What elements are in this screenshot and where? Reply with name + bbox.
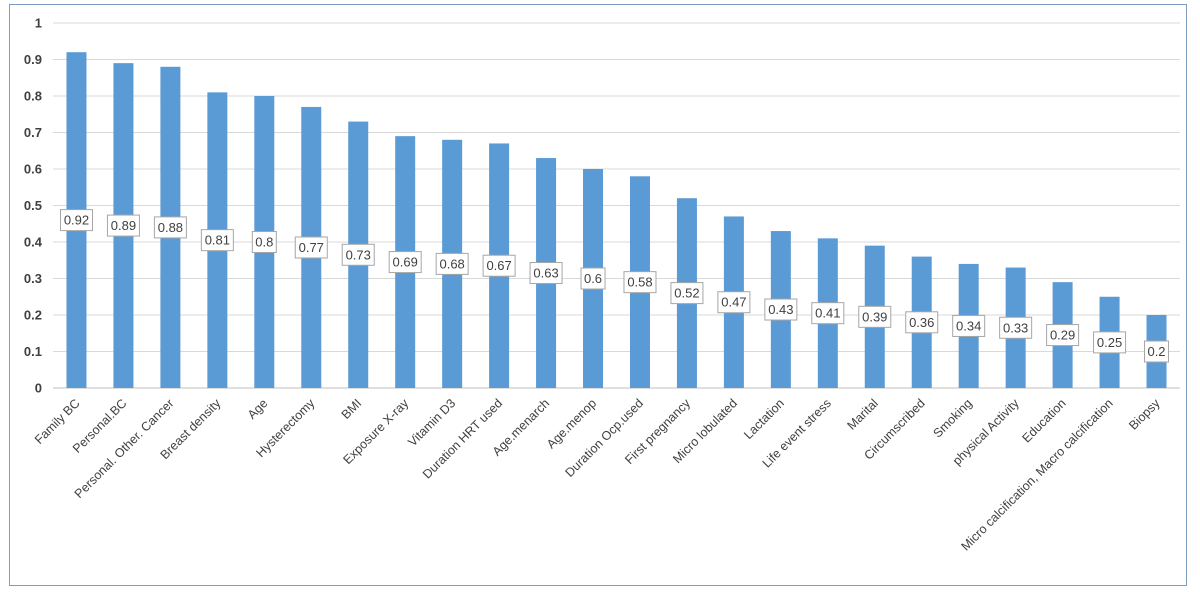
data-label: 0.33 <box>999 316 1033 339</box>
data-label-box <box>623 271 657 294</box>
y-tick-label: 0.7 <box>24 125 42 140</box>
data-label: 0.47 <box>717 291 751 314</box>
y-tick-label: 1 <box>35 16 42 31</box>
data-label: 0.6 <box>580 267 606 290</box>
data-label-value: 0.47 <box>721 295 746 310</box>
data-label-value: 0.68 <box>439 256 464 271</box>
data-label-value: 0.67 <box>486 258 511 273</box>
data-label-box <box>764 298 798 321</box>
category-label: Education <box>1020 396 1069 445</box>
y-tick-label: 0.3 <box>24 271 42 286</box>
data-label-value: 0.73 <box>346 247 371 262</box>
gridlines <box>53 22 1180 389</box>
data-label-value: 0.25 <box>1097 335 1122 350</box>
chart-frame: 0 0.1 0.2 0.3 0.4 0.5 0.6 0.7 0.8 0.9 1 Family BC P… <box>9 4 1187 586</box>
data-label-value: 0.69 <box>393 255 418 270</box>
data-label-value: 0.41 <box>815 306 840 321</box>
data-label-value: 0.29 <box>1050 328 1075 343</box>
category-label: Duration HRT used <box>420 396 505 481</box>
category-label: Family BC <box>32 396 83 447</box>
data-label-value: 0.63 <box>533 266 558 281</box>
category-label: Duration Ocp.used <box>562 396 646 480</box>
category-label: Lactation <box>741 396 787 442</box>
data-label-box <box>999 316 1033 339</box>
y-tick-label: 0.2 <box>24 308 42 323</box>
data-label: 0.88 <box>153 216 187 239</box>
data-label-value: 0.33 <box>1003 320 1028 335</box>
data-label-box <box>294 236 328 259</box>
data-label-value: 0.43 <box>768 302 793 317</box>
data-label: 0.43 <box>764 298 798 321</box>
data-label: 0.39 <box>858 305 892 328</box>
data-label-box <box>1093 331 1127 354</box>
data-label: 0.52 <box>670 282 704 305</box>
data-label: 0.67 <box>482 254 516 277</box>
data-label-box <box>670 282 704 305</box>
y-tick-label: 0.9 <box>24 52 42 67</box>
data-label-box <box>153 216 187 239</box>
data-label-value: 0.36 <box>909 315 934 330</box>
data-label-value: 0.8 <box>255 235 273 250</box>
data-label-box <box>341 243 375 266</box>
data-label-box <box>59 209 93 232</box>
data-label-box <box>529 262 563 285</box>
data-label: 0.69 <box>388 251 422 274</box>
data-label-value: 0.89 <box>111 218 136 233</box>
data-label-box <box>388 251 422 274</box>
data-label-box <box>905 311 939 334</box>
data-label-box <box>811 302 845 325</box>
data-label-box <box>952 314 986 337</box>
y-tick-label: 0.1 <box>24 344 42 359</box>
data-label: 0.92 <box>59 209 93 232</box>
data-label-box <box>1144 340 1170 363</box>
data-label-box <box>580 267 606 290</box>
data-label: 0.8 <box>251 231 277 253</box>
y-tick-label: 0.6 <box>24 162 42 177</box>
data-label-value: 0.39 <box>862 309 887 324</box>
data-label-value: 0.34 <box>956 318 981 333</box>
category-label: BMI <box>339 396 365 422</box>
y-tick-label: 0.8 <box>24 89 42 104</box>
data-label: 0.2 <box>1144 340 1170 363</box>
data-label-value: 0.6 <box>584 271 602 286</box>
data-label: 0.68 <box>435 252 469 275</box>
category-label: Biopsy <box>1126 396 1163 433</box>
data-label-value: 0.92 <box>64 213 89 228</box>
data-label-value: 0.77 <box>299 240 324 255</box>
y-tick-label: 0 <box>35 381 42 396</box>
data-labels: 0.92 0.89 0.88 0.81 0.8 0.77 0.73 0.69 0.68 0.67 0… <box>59 209 1170 363</box>
data-label-value: 0.88 <box>158 220 183 235</box>
data-label-value: 0.52 <box>674 286 699 301</box>
data-label: 0.29 <box>1046 324 1080 347</box>
data-label-box <box>435 252 469 275</box>
data-label-box <box>717 291 751 314</box>
data-label-box <box>858 305 892 328</box>
bar-chart: 0 0.1 0.2 0.3 0.4 0.5 0.6 0.7 0.8 0.9 1 Family BCP… <box>24 16 1180 554</box>
data-label-box <box>200 229 234 252</box>
data-label: 0.73 <box>341 243 375 266</box>
data-label: 0.58 <box>623 271 657 294</box>
data-label-box <box>482 254 516 277</box>
data-label: 0.34 <box>952 314 986 337</box>
y-tick-label: 0.4 <box>24 235 43 250</box>
data-label-box <box>251 231 277 253</box>
category-label: Marital <box>844 396 880 432</box>
data-label: 0.63 <box>529 262 563 285</box>
data-label-box <box>106 214 140 237</box>
category-label: Age <box>245 396 271 422</box>
data-label-value: 0.58 <box>627 275 652 290</box>
y-tick-label: 0.5 <box>24 198 42 213</box>
y-axis-ticks: 0 0.1 0.2 0.3 0.4 0.5 0.6 0.7 0.8 0.9 1 <box>24 16 43 396</box>
data-label: 0.81 <box>200 229 234 252</box>
data-label: 0.36 <box>905 311 939 334</box>
data-label: 0.25 <box>1093 331 1127 354</box>
data-label-value: 0.2 <box>1147 344 1165 359</box>
data-label-box <box>1046 324 1080 347</box>
data-label-value: 0.81 <box>205 233 230 248</box>
data-label: 0.89 <box>106 214 140 237</box>
category-label: Smoking <box>931 396 975 440</box>
data-label: 0.77 <box>294 236 328 259</box>
data-label: 0.41 <box>811 302 845 325</box>
